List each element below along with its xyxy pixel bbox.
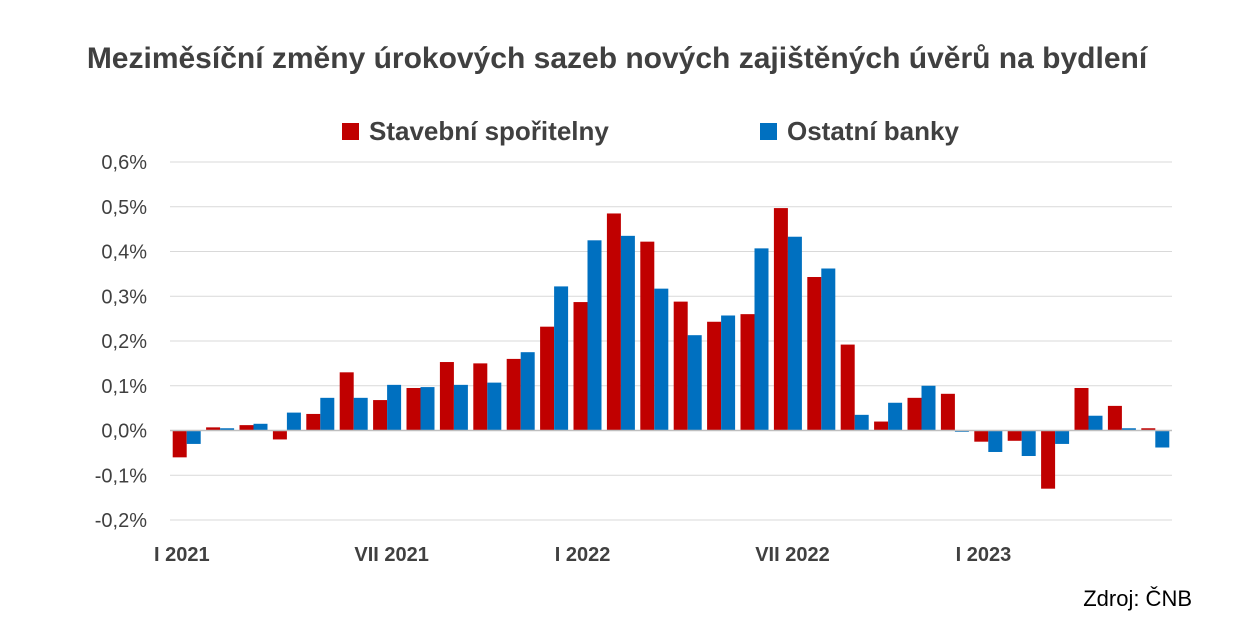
bar-ostatni: [787, 236, 802, 431]
bar-stavebni: [473, 363, 488, 431]
bar-stavebni: [272, 430, 287, 440]
y-tick-label: 0,5%: [101, 197, 147, 219]
legend-swatch-stavebni: [342, 123, 359, 140]
legend-label-ostatni: Ostatní banky: [787, 116, 959, 146]
bar-ostatni: [888, 402, 903, 431]
bar-stavebni: [406, 387, 421, 431]
bar-ostatni: [420, 387, 435, 431]
bar-ostatni: [1088, 415, 1103, 431]
bar-stavebni: [707, 321, 722, 431]
legend-item-stavebni: Stavební spořitelny: [342, 116, 609, 147]
bar-ostatni: [988, 430, 1003, 452]
bar-stavebni: [373, 400, 388, 431]
bar-stavebni: [1007, 430, 1022, 441]
bar-ostatni: [520, 352, 535, 431]
y-tick-label: 0,0%: [101, 421, 147, 443]
bar-stavebni: [206, 427, 221, 431]
y-tick-label: 0,2%: [101, 331, 147, 353]
bar-ostatni: [620, 235, 635, 431]
bar-ostatni: [587, 240, 602, 431]
bar-ostatni: [1121, 428, 1136, 431]
bar-stavebni: [1141, 428, 1156, 431]
bar-stavebni: [874, 421, 889, 431]
bar-ostatni: [320, 397, 335, 431]
legend: Stavební spořitelny Ostatní banky: [0, 116, 1234, 152]
bar-ostatni: [1055, 430, 1070, 444]
bar-stavebni: [573, 302, 588, 431]
bar-stavebni: [239, 425, 254, 431]
legend-swatch-ostatni: [760, 123, 777, 140]
bar-stavebni: [540, 326, 555, 431]
bar-ostatni: [854, 414, 869, 431]
y-tick-label: 0,4%: [101, 242, 147, 264]
bar-stavebni: [940, 393, 955, 431]
chart-title: Meziměsíční změny úrokových sazeb nových…: [86, 42, 1148, 75]
y-tick-label: 0,3%: [101, 286, 147, 308]
bar-ostatni: [1021, 430, 1036, 457]
bar-ostatni: [186, 430, 201, 444]
bar-ostatni: [687, 335, 702, 431]
bar-stavebni: [306, 413, 321, 431]
bar-stavebni: [807, 277, 822, 431]
bar-stavebni: [439, 362, 454, 431]
bar-stavebni: [1074, 387, 1089, 431]
y-tick-label: -0,1%: [95, 465, 147, 487]
x-tick-label: I 2021: [154, 544, 210, 566]
bar-stavebni: [506, 358, 521, 431]
bar-ostatni: [721, 315, 736, 431]
bar-stavebni: [339, 372, 354, 431]
bar-stavebni: [907, 397, 922, 431]
bar-stavebni: [974, 430, 989, 442]
source-note: Zdroj: ČNB: [1083, 586, 1192, 611]
legend-item-ostatni: Ostatní banky: [760, 116, 959, 147]
bar-stavebni: [840, 344, 855, 431]
bar-ostatni: [387, 384, 402, 431]
legend-label-stavebni: Stavební spořitelny: [369, 116, 609, 146]
bar-ostatni: [654, 288, 669, 431]
y-tick-label: 0,1%: [101, 376, 147, 398]
bar-stavebni: [740, 314, 755, 431]
bar-stavebni: [1041, 430, 1056, 489]
bar-ostatni: [554, 286, 569, 431]
bar-ostatni: [453, 384, 468, 431]
bar-ostatni: [487, 382, 502, 431]
bar-ostatni: [353, 397, 368, 431]
bar-ostatni: [220, 428, 235, 431]
bar-ostatni: [754, 248, 769, 431]
x-tick-label: I 2022: [555, 544, 611, 566]
bar-stavebni: [773, 208, 788, 431]
y-tick-label: -0,2%: [95, 510, 147, 532]
bar-stavebni: [1107, 405, 1122, 431]
bar-ostatni: [1155, 430, 1170, 448]
bar-stavebni: [172, 430, 187, 458]
bar-ostatni: [921, 385, 936, 431]
y-tick-label: 0,6%: [101, 152, 147, 174]
bar-ostatni: [286, 412, 301, 431]
bar-ostatni: [253, 423, 268, 431]
bar-stavebni: [640, 241, 655, 431]
bar-stavebni: [606, 213, 621, 431]
x-tick-label: I 2023: [956, 544, 1012, 566]
x-tick-label: VII 2021: [354, 544, 429, 566]
bar-ostatni: [821, 268, 836, 431]
x-tick-label: VII 2022: [755, 544, 830, 566]
bar-stavebni: [673, 301, 688, 431]
